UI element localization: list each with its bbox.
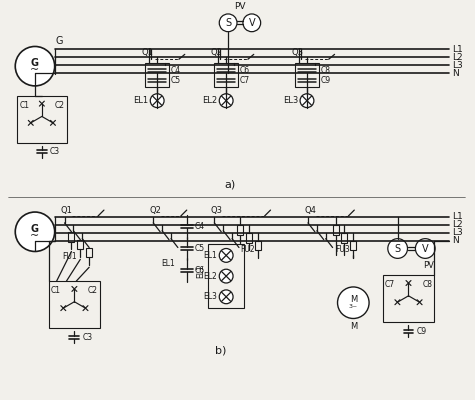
Text: Q1: Q1 — [61, 206, 73, 215]
Circle shape — [219, 248, 233, 262]
Text: S: S — [395, 244, 401, 254]
Text: EL3: EL3 — [283, 96, 298, 105]
Text: L2: L2 — [452, 53, 463, 62]
Bar — [214, 63, 238, 87]
Circle shape — [243, 14, 261, 32]
Text: C7: C7 — [385, 280, 395, 289]
Bar — [17, 96, 66, 143]
Text: C1: C1 — [51, 286, 61, 295]
Circle shape — [388, 239, 408, 258]
Text: Q4: Q4 — [304, 206, 316, 215]
Text: EL1: EL1 — [161, 259, 175, 268]
Text: C9: C9 — [417, 327, 427, 336]
Bar — [49, 281, 100, 328]
Bar — [246, 233, 252, 242]
Circle shape — [338, 287, 369, 318]
Text: G: G — [56, 36, 63, 46]
Circle shape — [300, 94, 314, 108]
Text: EL1: EL1 — [133, 96, 148, 105]
Circle shape — [15, 46, 55, 86]
Text: ~: ~ — [30, 65, 39, 75]
Bar — [68, 232, 75, 242]
Text: C3: C3 — [50, 148, 60, 156]
Bar — [295, 63, 319, 87]
Text: C1: C1 — [19, 101, 29, 110]
Bar — [145, 63, 169, 87]
Text: 3~: 3~ — [349, 304, 358, 309]
Text: L3: L3 — [452, 61, 463, 70]
Text: b): b) — [215, 345, 226, 355]
Text: C4: C4 — [195, 222, 205, 231]
Text: EL1: EL1 — [204, 251, 217, 260]
Bar — [342, 233, 347, 242]
Bar — [77, 240, 83, 250]
Text: a): a) — [225, 180, 236, 190]
Bar — [209, 244, 244, 308]
Circle shape — [219, 269, 233, 283]
Bar — [383, 275, 434, 322]
Text: C6: C6 — [240, 66, 250, 75]
Text: EL3: EL3 — [203, 292, 217, 301]
Circle shape — [219, 94, 233, 108]
Text: N: N — [452, 68, 459, 78]
Text: G: G — [31, 224, 39, 234]
Text: PV: PV — [234, 2, 246, 11]
Circle shape — [15, 212, 55, 252]
Text: M: M — [350, 322, 357, 332]
Bar — [237, 225, 243, 235]
Text: C8: C8 — [422, 280, 432, 289]
Text: EL2: EL2 — [202, 96, 217, 105]
Bar — [351, 241, 356, 250]
Text: G: G — [31, 58, 39, 68]
Text: C7: C7 — [240, 76, 250, 86]
Circle shape — [219, 14, 237, 32]
Text: C3: C3 — [82, 333, 93, 342]
Text: PV: PV — [423, 261, 434, 270]
Text: V: V — [248, 18, 255, 28]
Text: Q3: Q3 — [291, 48, 303, 57]
Circle shape — [416, 239, 435, 258]
Text: C5: C5 — [171, 76, 181, 86]
Text: L1: L1 — [452, 212, 463, 222]
Text: Q2: Q2 — [210, 48, 222, 57]
Text: Q1: Q1 — [142, 48, 153, 57]
Bar — [86, 248, 92, 257]
Text: L3: L3 — [452, 228, 463, 237]
Text: V: V — [422, 244, 428, 254]
Text: Q3: Q3 — [210, 206, 222, 215]
Circle shape — [150, 94, 164, 108]
Text: C6: C6 — [195, 266, 205, 275]
Bar — [332, 225, 339, 235]
Text: N: N — [452, 236, 459, 245]
Text: ~: ~ — [30, 231, 39, 241]
Text: S: S — [225, 18, 231, 28]
Text: FU1: FU1 — [63, 252, 77, 262]
Text: L2: L2 — [452, 220, 463, 229]
Text: EL1: EL1 — [197, 264, 206, 278]
Text: EL2: EL2 — [204, 272, 217, 281]
Text: M: M — [350, 295, 357, 304]
Circle shape — [219, 290, 233, 304]
Text: C2: C2 — [88, 286, 98, 295]
Text: C8: C8 — [321, 66, 331, 75]
Text: FU2: FU2 — [240, 244, 255, 254]
Bar — [255, 241, 261, 250]
Text: C2: C2 — [55, 101, 65, 110]
Text: Q2: Q2 — [149, 206, 161, 215]
Text: C5: C5 — [195, 244, 205, 253]
Text: C4: C4 — [171, 66, 181, 75]
Text: C9: C9 — [321, 76, 331, 86]
Text: FU3: FU3 — [335, 244, 351, 254]
Text: L1: L1 — [452, 45, 463, 54]
